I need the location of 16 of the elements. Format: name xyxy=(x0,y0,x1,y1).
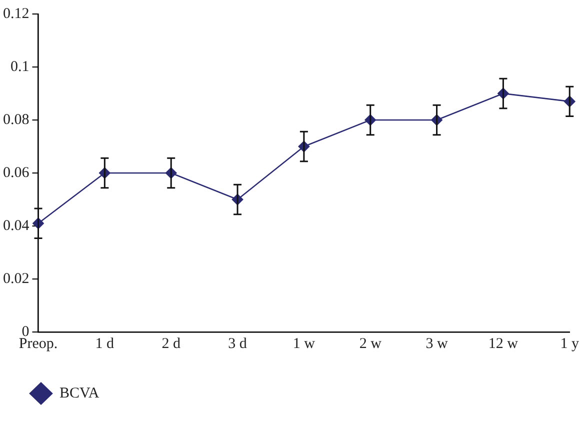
x-tick-label: 3 d xyxy=(228,336,248,352)
x-tick-label: 2 w xyxy=(359,336,382,352)
y-tick-label: 0.06 xyxy=(3,164,30,181)
y-tick-label: 0.08 xyxy=(3,112,30,128)
y-tick-label: 0.04 xyxy=(3,218,30,234)
x-tick-label: 2 d xyxy=(162,336,181,352)
y-tick-label: 0.02 xyxy=(3,270,30,287)
legend-label: BCVA xyxy=(60,385,100,402)
x-tick-label: Preop. xyxy=(18,336,58,352)
x-tick-label: 1 y xyxy=(560,336,580,352)
x-tick-label: 1 w xyxy=(292,336,316,352)
x-tick-label: 1 d xyxy=(95,336,115,352)
y-tick-label: 0.1 xyxy=(10,58,30,75)
x-tick-label: 12 w xyxy=(488,336,518,352)
y-tick-label: 0.12 xyxy=(3,6,30,22)
x-tick-label: 3 w xyxy=(426,336,448,352)
